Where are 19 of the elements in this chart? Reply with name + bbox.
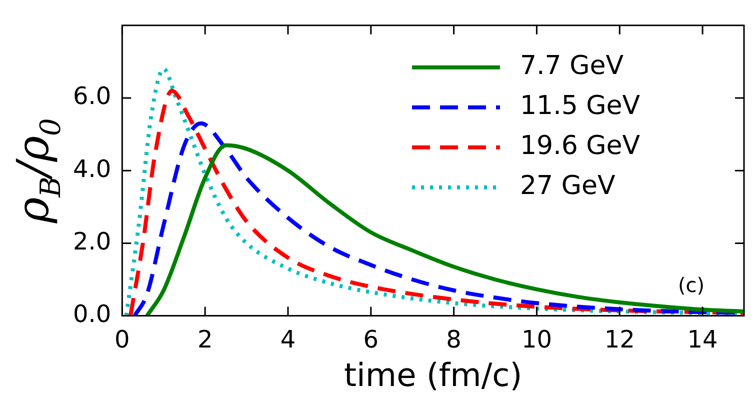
y-tick-label: 0.0 <box>72 300 112 328</box>
x-tick-label: 8 <box>446 325 462 354</box>
x-tick-label: 6 <box>363 325 379 354</box>
legend-label: 27 GeV <box>520 171 616 202</box>
x-tick-label: 4 <box>280 325 296 354</box>
y-axis-title: ρB/ρ0 <box>8 118 67 224</box>
y-tick-label: 4.0 <box>72 154 112 183</box>
annotation: (c) <box>678 272 705 297</box>
x-axis-title: time (fm/c) <box>344 356 522 394</box>
y-tick-label: 2.0 <box>72 227 112 256</box>
x-tick-label: 12 <box>604 325 635 354</box>
x-tick-label: 10 <box>521 325 552 354</box>
x-tick-label: 0 <box>114 325 130 354</box>
legend-label: 19.6 GeV <box>520 131 640 162</box>
x-tick-label: 14 <box>687 325 718 354</box>
y-tick-label: 6.0 <box>72 82 112 110</box>
legend-label: 11.5 GeV <box>520 91 640 122</box>
legend-label: 7.7 GeV <box>520 51 624 82</box>
x-tick-label: 2 <box>197 325 213 354</box>
